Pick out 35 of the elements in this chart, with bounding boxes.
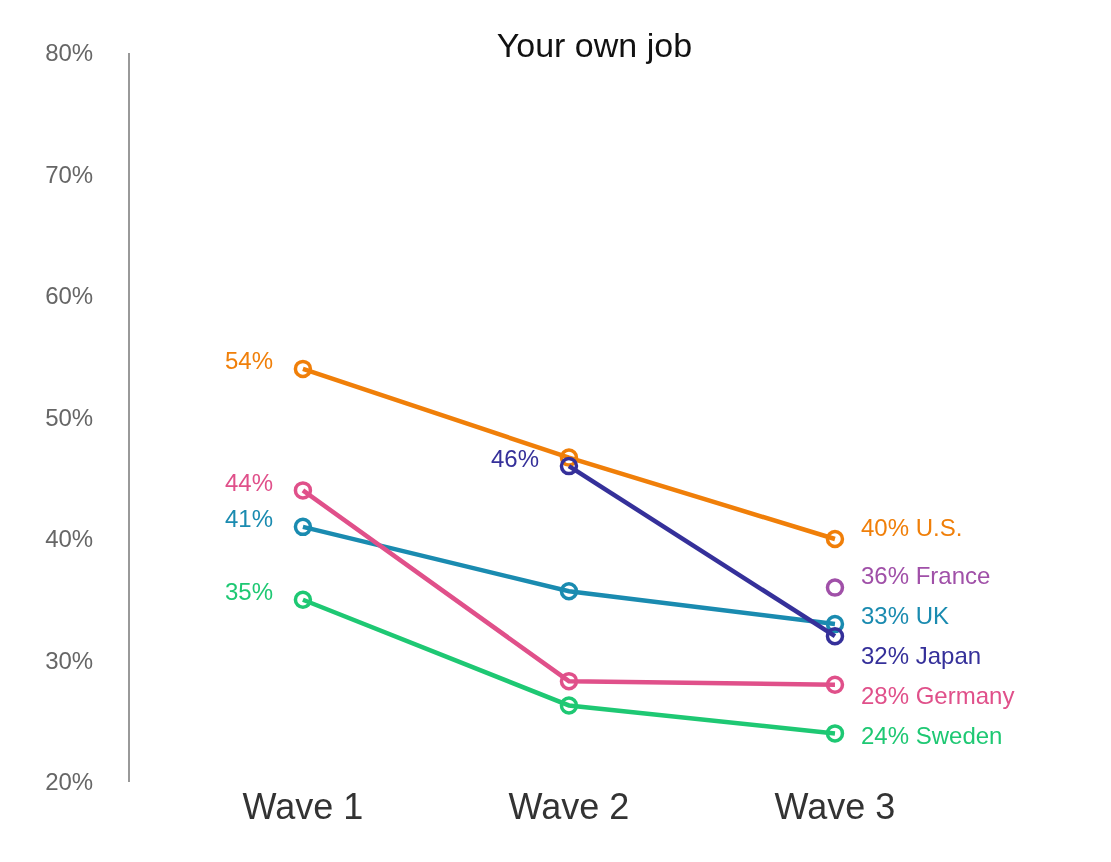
point (825, 675, 845, 695)
data-label: 35% (225, 578, 274, 605)
point (825, 529, 845, 549)
y-tick-label: 50% (45, 403, 94, 431)
point (559, 456, 579, 476)
text: 24% Sweden (861, 722, 1003, 749)
point (559, 671, 579, 691)
data-label: 54% (225, 347, 274, 374)
point (825, 724, 845, 743)
point (559, 581, 579, 601)
x-tick-label: Wave 3 (774, 786, 896, 827)
point (559, 696, 579, 715)
y-tick-label: 60% (45, 282, 94, 310)
y-tick-label: 80% (45, 39, 94, 67)
text: 32% Japan (861, 642, 982, 669)
point (293, 481, 313, 500)
point (293, 517, 313, 537)
point (293, 359, 313, 379)
text: 36% France (861, 562, 991, 589)
data-label: 41% (225, 505, 274, 532)
y-tick-label: 20% (45, 768, 94, 796)
y-tick-label: 40% (45, 525, 94, 553)
data-label: 44% (225, 469, 274, 496)
x-tick-label: Wave 1 (242, 786, 364, 827)
text: 40% U.S. (861, 514, 963, 541)
point (825, 626, 845, 646)
data-label: 46% (491, 445, 540, 472)
y-tick-label: 70% (45, 160, 94, 188)
chart-title: Your own job (496, 25, 693, 64)
point (825, 578, 845, 597)
text: 33% UK (861, 602, 950, 629)
text: 28% Germany (861, 682, 1015, 709)
point (293, 590, 313, 609)
x-tick-label: Wave 2 (508, 786, 630, 827)
y-tick-label: 30% (45, 646, 94, 674)
